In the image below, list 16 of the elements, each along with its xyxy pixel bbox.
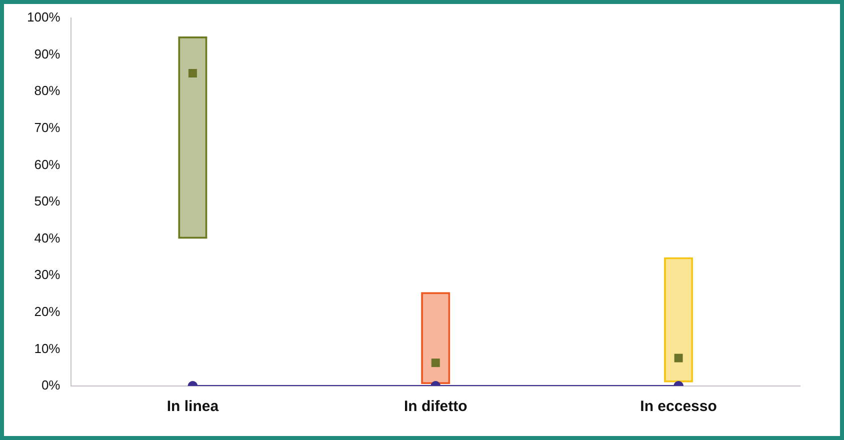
y-tick-label: 60%	[34, 156, 61, 172]
y-tick-label: 40%	[34, 230, 61, 246]
y-tick-label: 10%	[34, 340, 61, 356]
y-tick-label: 50%	[34, 194, 61, 209]
y-tick-label: 20%	[34, 304, 61, 319]
y-tick-label: 100%	[27, 10, 61, 25]
y-tick-label: 0%	[41, 378, 61, 393]
y-tick-label: 30%	[34, 267, 61, 282]
x-tick-label: In eccesso	[640, 398, 717, 416]
x-tick-label: In difetto	[404, 398, 468, 416]
y-tick-label: 80%	[34, 83, 61, 98]
y-tick-label: 70%	[34, 120, 61, 135]
y-tick-label: 90%	[34, 46, 61, 62]
bar	[178, 36, 208, 239]
bar	[664, 257, 694, 382]
x-tick-label: In linea	[166, 398, 220, 416]
